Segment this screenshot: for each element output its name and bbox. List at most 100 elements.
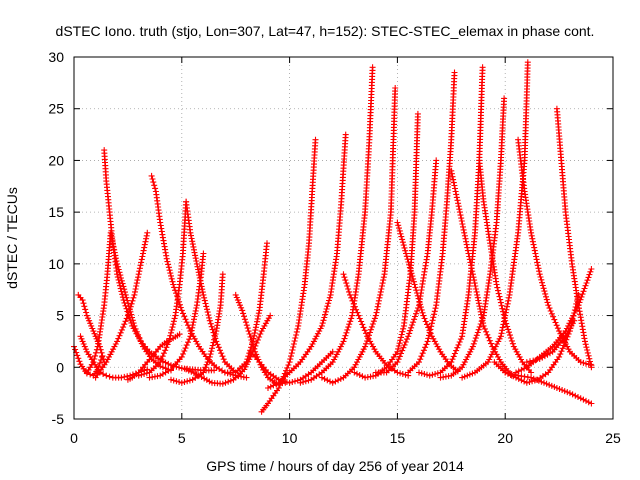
data-point: [108, 348, 115, 355]
data-point: [528, 374, 535, 381]
data-point: [159, 234, 166, 241]
data-point: [398, 334, 404, 341]
data-point: [399, 239, 406, 246]
data-point: [543, 296, 550, 303]
data-point: [206, 314, 213, 321]
data-point: [433, 341, 440, 347]
data-point: [185, 339, 191, 346]
data-point: [112, 341, 119, 347]
data-point: [379, 283, 385, 289]
data-point: [119, 291, 126, 298]
data-point: [190, 370, 197, 377]
data-point: [342, 277, 349, 284]
data-point: [516, 353, 523, 360]
data-point: [188, 368, 195, 375]
data-point: [215, 344, 222, 351]
data-point: [548, 382, 555, 389]
data-point: [123, 315, 130, 322]
series-20: [340, 271, 412, 379]
data-point: [200, 291, 207, 298]
data-point: [507, 332, 513, 339]
data-point: [162, 359, 169, 366]
data-point: [416, 369, 422, 376]
data-point: [163, 344, 170, 351]
data-point: [398, 331, 405, 338]
data-point: [448, 170, 455, 177]
data-point: [362, 343, 369, 350]
data-point: [241, 313, 247, 320]
data-point: [459, 364, 466, 371]
data-point: [413, 310, 419, 317]
series-6: [124, 331, 183, 383]
data-point: [465, 250, 472, 257]
data-point: [134, 277, 141, 284]
data-point: [217, 347, 223, 354]
data-point: [335, 377, 342, 384]
data-point: [251, 330, 258, 336]
data-point: [359, 348, 366, 355]
data-point: [417, 356, 424, 363]
data-point: [396, 340, 403, 347]
data-point: [135, 274, 142, 281]
data-point: [201, 366, 208, 373]
data-point: [477, 321, 484, 327]
data-point: [356, 372, 363, 378]
data-point: [242, 319, 249, 326]
data-point: [572, 392, 579, 399]
data-point: [96, 360, 103, 367]
data-point: [533, 356, 540, 363]
data-point: [200, 369, 207, 376]
data-point: [426, 329, 433, 336]
data-point: [363, 330, 369, 337]
series-11: [168, 271, 226, 386]
data-point: [219, 271, 226, 278]
data-point: [343, 329, 350, 336]
data-point: [588, 364, 595, 371]
data-point: [111, 343, 118, 350]
data-point: [469, 268, 476, 275]
series-line: [556, 108, 593, 368]
data-point: [258, 328, 265, 335]
data-point: [82, 306, 89, 313]
data-point: [168, 329, 174, 336]
series-5: [92, 229, 151, 381]
data-point: [171, 284, 178, 291]
data-point: [587, 268, 594, 275]
data-point: [497, 296, 504, 303]
data-point: [103, 359, 110, 366]
data-point: [262, 320, 269, 327]
data-point: [75, 355, 82, 362]
data-point: [467, 348, 474, 355]
data-point: [219, 353, 226, 360]
data-point: [257, 331, 264, 337]
data-point: [144, 229, 151, 236]
data-point: [211, 336, 218, 343]
data-point: [501, 95, 508, 102]
data-point: [419, 350, 426, 357]
data-point: [346, 321, 353, 328]
data-point: [83, 309, 90, 316]
data-point: [117, 285, 124, 292]
data-point: [546, 305, 553, 312]
data-point: [337, 375, 344, 382]
data-point: [138, 259, 145, 266]
data-point: [206, 378, 213, 385]
data-point: [414, 292, 421, 299]
data-point: [462, 235, 469, 242]
data-point: [534, 262, 541, 269]
data-point: [575, 394, 581, 400]
y-tick-label: 10: [48, 256, 64, 272]
data-point: [121, 321, 128, 328]
data-point: [415, 305, 421, 311]
data-point: [136, 265, 143, 272]
data-point: [124, 312, 131, 319]
data-point: [395, 345, 402, 352]
data-point: [450, 353, 457, 360]
data-point: [367, 326, 374, 333]
data-point: [398, 350, 404, 357]
series-33: [553, 105, 595, 371]
data-point: [411, 316, 418, 323]
data-point: [208, 323, 215, 330]
data-point: [348, 315, 355, 322]
data-point: [220, 356, 227, 363]
